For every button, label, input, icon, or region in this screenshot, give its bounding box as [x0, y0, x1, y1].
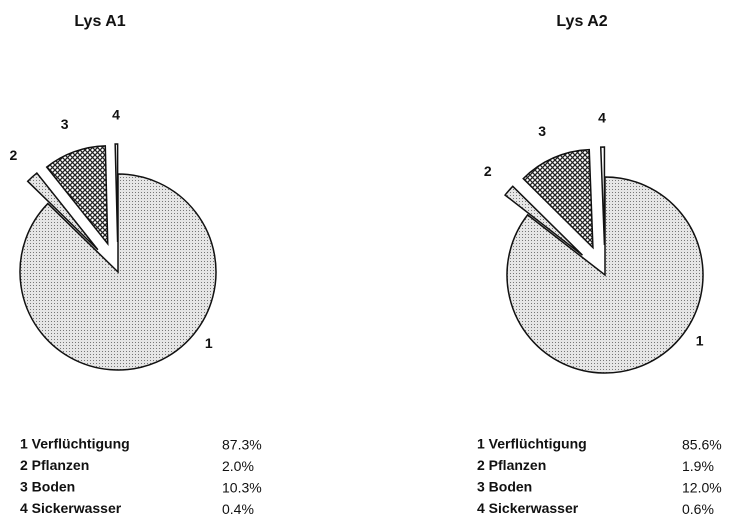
slice-label: 4: [112, 107, 120, 123]
legend-label: 3 Boden: [20, 479, 75, 495]
slice-label: 4: [598, 110, 606, 126]
slice-label: 1: [205, 335, 213, 351]
chart-title: Lys A1: [74, 13, 125, 30]
value-label: 0.6%: [682, 501, 714, 517]
chart-title: Lys A2: [556, 13, 607, 30]
legend-label: 1 Verflüchtigung: [20, 436, 130, 452]
pie-slice: [504, 185, 583, 256]
pie-slice: [506, 176, 704, 374]
pie-slice: [599, 146, 606, 246]
legend-label: 1 Verflüchtigung: [477, 436, 587, 452]
legend-label: 4 Sickerwasser: [20, 500, 122, 516]
value-label: 0.4%: [222, 501, 254, 517]
pie-slice: [19, 173, 217, 371]
slice-label: 3: [538, 123, 546, 139]
value-label: 1.9%: [682, 458, 714, 474]
pie-slice: [114, 143, 119, 243]
legend-label: 3 Boden: [477, 479, 532, 495]
legend-label: 4 Sickerwasser: [477, 500, 579, 516]
value-label: 85.6%: [682, 437, 722, 453]
slice-label: 2: [9, 147, 17, 163]
slice-label: 3: [61, 116, 69, 132]
slice-label: 1: [696, 333, 704, 349]
slice-label: 2: [484, 163, 492, 179]
pie-slice: [522, 148, 594, 250]
value-label: 12.0%: [682, 480, 722, 496]
value-label: 10.3%: [222, 480, 262, 496]
pie-slice: [45, 145, 109, 247]
legend-label: 2 Pflanzen: [20, 457, 89, 473]
value-label: 2.0%: [222, 458, 254, 474]
pie-slice: [26, 172, 99, 251]
legend-label: 2 Pflanzen: [477, 457, 546, 473]
value-label: 87.3%: [222, 437, 262, 453]
